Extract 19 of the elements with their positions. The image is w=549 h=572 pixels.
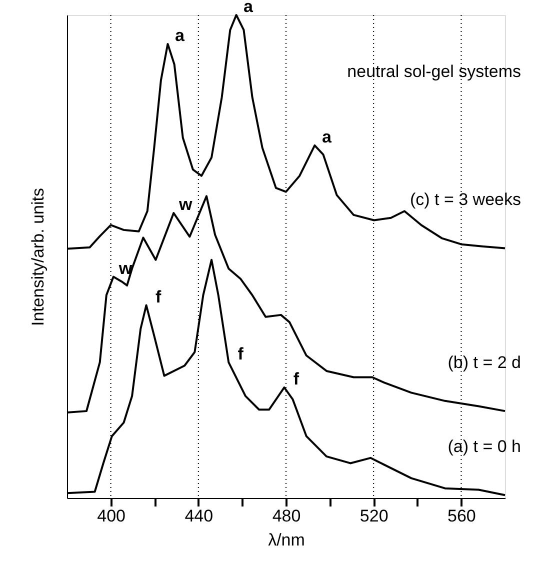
annotation: w bbox=[118, 258, 133, 278]
annotation: f bbox=[155, 287, 162, 306]
series-label: (b) t = 2 d bbox=[448, 352, 521, 372]
x-tick-label: 520 bbox=[360, 506, 388, 526]
annotation: a bbox=[175, 26, 186, 45]
x-tick-label: 400 bbox=[97, 506, 126, 526]
y-axis-title: Intensity/arb. units bbox=[28, 188, 48, 326]
series-label: (c) t = 3 weeks bbox=[410, 190, 521, 209]
annotation: f bbox=[238, 344, 244, 364]
x-axis-title: λ/nm bbox=[268, 530, 305, 550]
x-tick-label: 480 bbox=[272, 506, 301, 526]
annotation: w bbox=[178, 195, 194, 214]
annotation: a bbox=[244, 0, 254, 16]
x-tick-label: 440 bbox=[184, 506, 214, 526]
annotation: f bbox=[293, 369, 300, 388]
series-label: (a) t = 0 h bbox=[448, 436, 521, 456]
annotation: a bbox=[322, 127, 332, 146]
annotation: neutral sol-gel systems bbox=[347, 62, 521, 81]
x-tick-label: 560 bbox=[448, 506, 476, 526]
